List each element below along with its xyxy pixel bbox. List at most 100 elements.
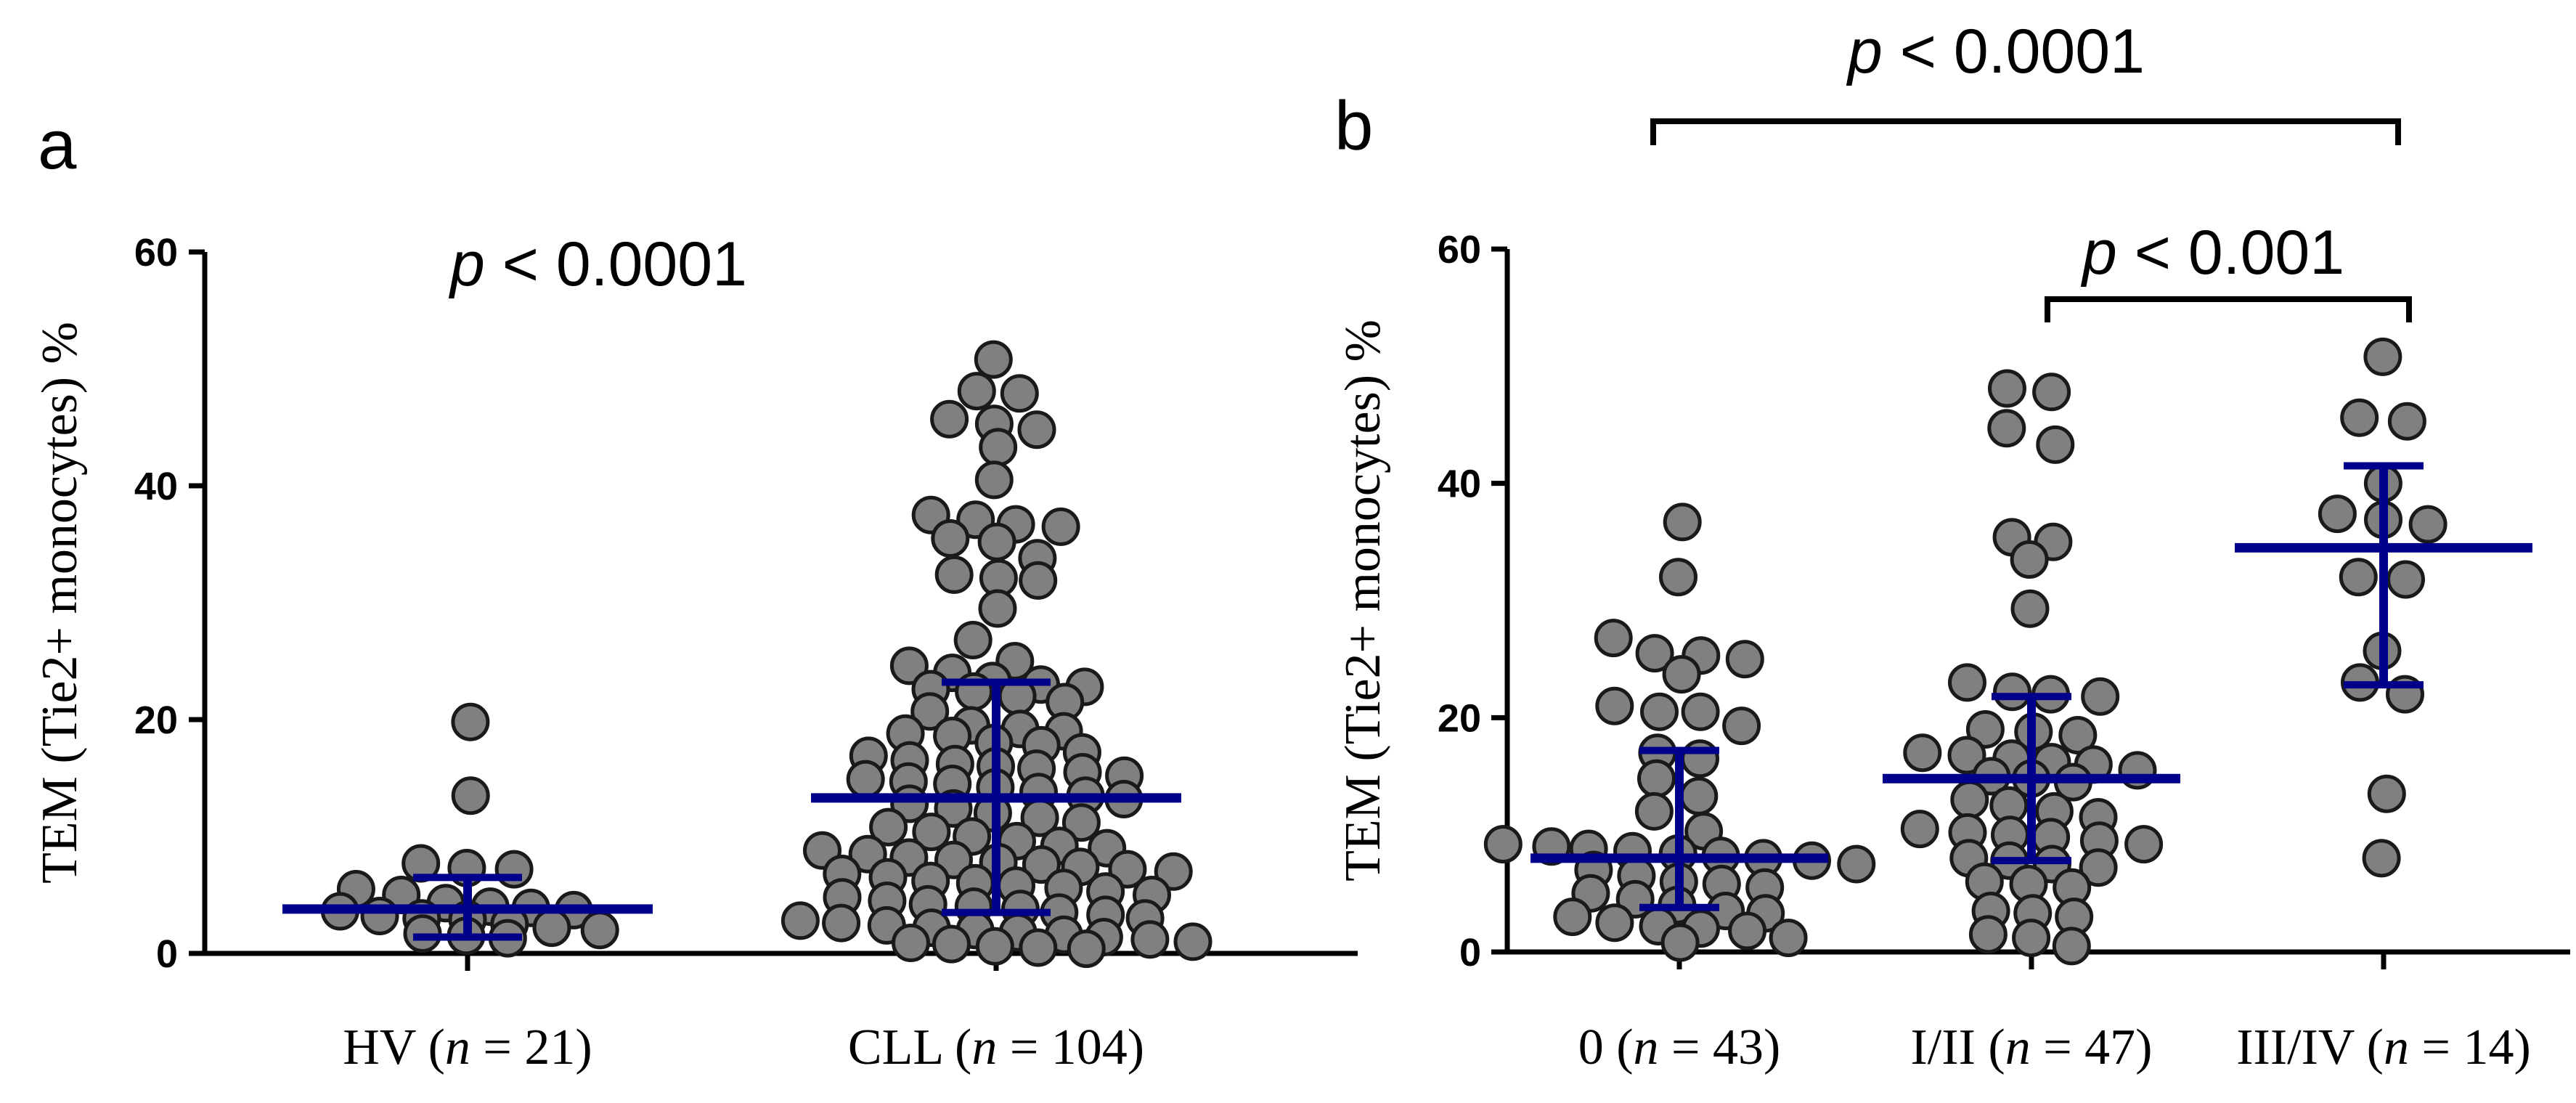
y-axis-label: TEM (Tie2+ monocytes) % — [1335, 319, 1391, 882]
data-point — [494, 850, 534, 889]
data-point — [780, 901, 820, 940]
data-point — [580, 911, 619, 950]
data-point — [1659, 558, 1697, 597]
data-point — [2124, 825, 2164, 864]
data-point — [1019, 561, 1058, 600]
data-point — [974, 460, 1014, 500]
data-point — [1948, 663, 1986, 702]
data-point — [1061, 803, 1101, 842]
significance-bracket — [2045, 296, 2412, 322]
x-category-label: CLL (n = 104) — [848, 1019, 1144, 1075]
data-point — [2362, 839, 2401, 878]
data-point — [1722, 707, 1761, 746]
data-point — [2010, 540, 2049, 579]
data-point — [2058, 716, 2098, 754]
data-point — [1988, 369, 2026, 408]
data-point — [1019, 928, 1058, 967]
data-point — [975, 927, 1014, 966]
data-point — [2340, 398, 2379, 437]
data-point — [2012, 919, 2051, 958]
data-point — [892, 924, 930, 962]
data-point — [1903, 733, 1942, 773]
y-tick-label: 60 — [134, 231, 178, 274]
data-point — [974, 340, 1013, 379]
y-axis-label: TEM (Tie2+ monocytes) % — [32, 322, 88, 884]
data-point — [932, 924, 971, 964]
data-point — [2081, 677, 2120, 716]
data-point — [1595, 686, 1634, 725]
data-point — [1993, 672, 2031, 712]
y-tick-label: 60 — [1438, 228, 1481, 272]
data-point — [360, 897, 399, 935]
data-point — [2387, 560, 2425, 599]
data-point — [1553, 898, 1592, 937]
data-point — [1022, 845, 1061, 884]
data-point — [532, 908, 571, 948]
panel-a-letter: a — [38, 106, 77, 184]
data-point — [2036, 425, 2075, 464]
data-point — [2363, 337, 2402, 376]
data-point — [2052, 927, 2091, 966]
data-point — [2367, 774, 2406, 813]
data-point — [1130, 920, 1170, 959]
data-point — [1965, 710, 2005, 749]
data-point — [869, 807, 908, 847]
y-tick-label: 20 — [134, 699, 178, 742]
y-tick-label: 20 — [1438, 696, 1481, 740]
panel-b-letter: b — [1334, 87, 1373, 165]
data-point — [2079, 848, 2118, 887]
y-tick-label: 40 — [134, 465, 178, 508]
data-point — [846, 760, 885, 799]
data-point — [451, 702, 490, 741]
data-point — [1154, 852, 1193, 891]
data-point — [1725, 640, 1764, 679]
data-point — [1634, 791, 1674, 831]
data-point — [979, 428, 1018, 467]
data-point — [2032, 373, 2071, 412]
data-point — [934, 555, 974, 594]
y-tick-label: 0 — [1459, 931, 1481, 974]
data-point — [451, 776, 490, 815]
x-category-label: III/IV (n = 14) — [2236, 1019, 2531, 1075]
data-point — [1660, 923, 1700, 962]
p-value-annotation: p < 0.0001 — [1846, 17, 2145, 86]
x-category-label: HV (n = 21) — [343, 1019, 592, 1075]
data-point — [1681, 692, 1720, 731]
data-point — [1679, 776, 1719, 815]
data-point — [2318, 494, 2357, 534]
data-point — [1017, 410, 1056, 449]
data-point — [1067, 929, 1106, 969]
data-point — [1728, 911, 1767, 951]
data-point — [1837, 844, 1876, 884]
panel-a: a 0 20 40 60 TEM (Tie2+ monocytes) % HV (n = … — [32, 106, 1358, 1075]
data-point — [931, 519, 970, 558]
data-point — [1681, 739, 1719, 778]
p-value-annotation: p < 0.001 — [2080, 218, 2344, 288]
data-point — [1662, 655, 1701, 694]
panel-b: b 0 20 40 60 TEM (Tie2+ monocytes) % 0 (n = 4… — [1334, 17, 2570, 1075]
data-point — [2010, 589, 2050, 628]
data-point — [1041, 507, 1080, 546]
data-point — [1900, 810, 1939, 849]
data-point — [1635, 634, 1674, 673]
data-point — [1769, 919, 1808, 958]
data-point — [1637, 759, 1676, 798]
data-point — [912, 813, 951, 852]
data-point — [2408, 505, 2447, 544]
data-point — [1640, 692, 1679, 731]
significance-bracket — [1650, 118, 2401, 145]
data-point — [930, 399, 969, 439]
data-point — [1663, 502, 1702, 542]
data-point — [2339, 558, 2378, 597]
data-point — [1950, 780, 1989, 819]
y-tick-label: 0 — [156, 932, 178, 976]
data-point — [1594, 619, 1633, 658]
data-point — [1595, 903, 1634, 943]
data-point — [1968, 915, 2008, 954]
x-category-label: 0 (n = 43) — [1578, 1019, 1781, 1075]
y-tick-label: 40 — [1438, 463, 1481, 506]
data-point — [2387, 402, 2426, 441]
p-value-annotation: p < 0.0001 — [448, 229, 747, 299]
data-point — [889, 646, 929, 685]
